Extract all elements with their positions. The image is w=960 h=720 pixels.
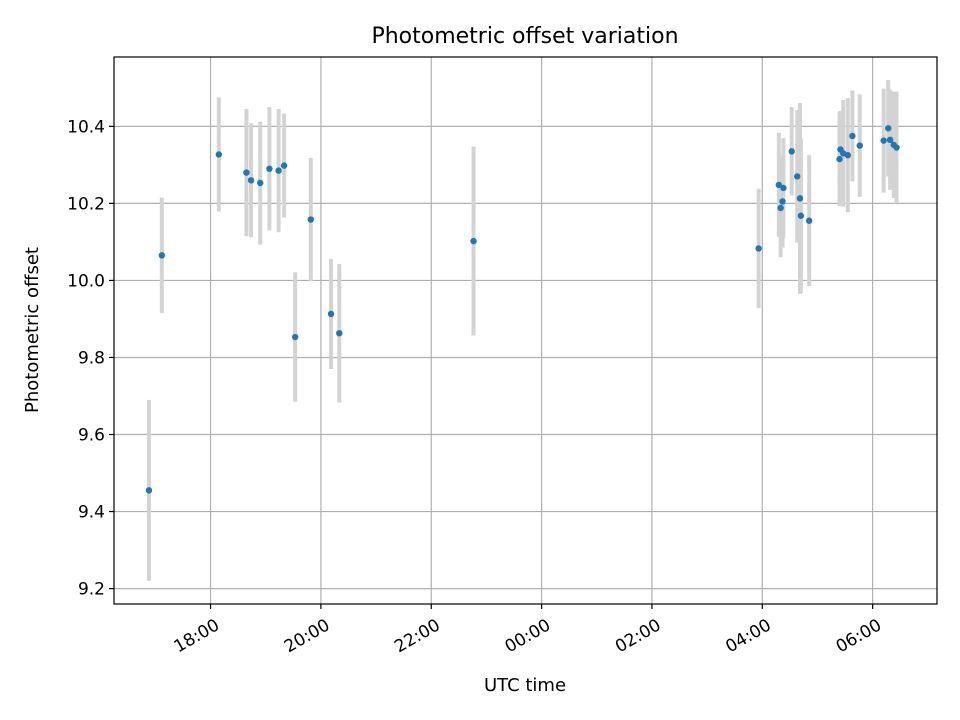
data-point xyxy=(307,216,314,223)
data-point xyxy=(849,132,856,140)
x-tick-label: 00:00 xyxy=(502,615,554,657)
y-tick-label: 9.2 xyxy=(78,580,105,600)
grid xyxy=(114,57,937,604)
data-point xyxy=(755,245,762,252)
data-point xyxy=(257,179,264,187)
x-tick-label: 06:00 xyxy=(833,615,885,657)
data-point xyxy=(844,152,852,159)
x-tick-label: 02:00 xyxy=(612,615,664,657)
data-point xyxy=(775,181,783,189)
y-tick-label: 9.4 xyxy=(78,503,105,523)
data-point xyxy=(247,177,255,184)
data-point xyxy=(158,252,166,259)
data-point xyxy=(779,198,786,205)
y-tick-label: 10.2 xyxy=(67,194,105,214)
y-tick-label: 10.4 xyxy=(67,117,105,137)
data-point xyxy=(856,142,863,149)
data-point xyxy=(327,310,335,318)
data-point xyxy=(886,136,894,144)
data-point xyxy=(243,169,250,176)
x-axis-ticks: 18:00 20:00 22:00 00:00 02:00 04:00 06:00 xyxy=(171,604,885,657)
chart-title: Photometric offset variation xyxy=(371,24,678,49)
data-point xyxy=(266,165,273,172)
data-point xyxy=(893,144,900,151)
data-point xyxy=(788,148,795,155)
y-tick-label: 9.8 xyxy=(78,348,105,368)
data-point xyxy=(805,217,813,224)
y-axis-ticks: 9.2 9.4 9.6 9.8 10.0 10.2 10.4 xyxy=(67,117,114,600)
data-point xyxy=(780,184,787,192)
y-tick-label: 9.6 xyxy=(78,426,105,446)
data-point xyxy=(797,212,805,219)
data-point xyxy=(836,155,843,163)
data-point xyxy=(777,204,784,212)
x-tick-label: 22:00 xyxy=(391,615,443,657)
x-tick-label: 20:00 xyxy=(281,615,333,657)
data-point xyxy=(796,195,804,202)
y-axis-label: Photometric offset xyxy=(22,247,43,413)
data-point xyxy=(880,137,887,144)
data-point xyxy=(291,333,299,341)
y-tick-label: 10.0 xyxy=(67,271,105,291)
error-bars xyxy=(146,80,899,581)
data-point xyxy=(794,173,801,180)
data-points xyxy=(145,125,900,494)
data-point xyxy=(336,329,343,337)
data-point xyxy=(885,125,892,132)
x-axis-label: UTC time xyxy=(484,675,566,696)
data-point xyxy=(470,237,477,245)
x-tick-label: 18:00 xyxy=(171,615,223,657)
data-point xyxy=(275,167,282,174)
data-point xyxy=(280,162,288,169)
plot-area-frame xyxy=(113,56,938,605)
data-point xyxy=(145,487,153,494)
data-point xyxy=(215,151,223,158)
x-tick-label: 04:00 xyxy=(722,615,774,657)
